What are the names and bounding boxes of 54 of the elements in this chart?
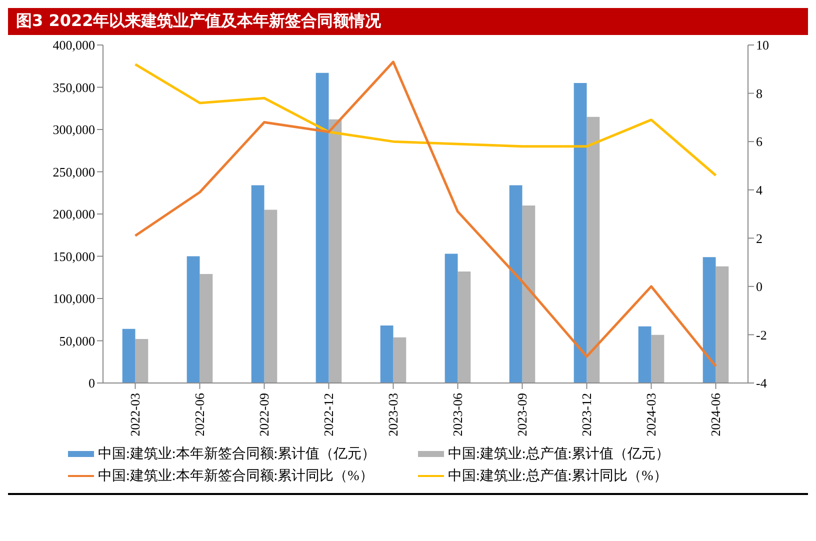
- y2-tick-label: 10: [756, 38, 769, 53]
- y2-tick-label: -2: [756, 327, 767, 342]
- bar: [264, 210, 278, 383]
- y2-tick-label: 0: [756, 279, 762, 294]
- x-tick-label: 2024-06: [708, 392, 723, 436]
- y2-tick-label: 8: [756, 86, 762, 101]
- line-series: [134, 60, 717, 368]
- bar: [651, 334, 664, 383]
- bar: [702, 257, 716, 383]
- bar: [393, 337, 406, 383]
- bar: [200, 274, 213, 383]
- bar: [444, 254, 458, 383]
- bar: [251, 185, 264, 383]
- y-tick-label: 250,000: [52, 164, 95, 180]
- x-tick-label: 2022-03: [127, 393, 142, 436]
- y-tick-label: 350,000: [52, 80, 95, 95]
- x-tick-label: 2023-06: [450, 392, 465, 436]
- x-tick-label: 2022-12: [320, 393, 336, 436]
- y-tick-label: 300,000: [52, 122, 95, 138]
- y-tick-label: 100,000: [52, 291, 95, 306]
- chart-title: 图3 2022年以来建筑业产值及本年新签合同额情况: [8, 8, 808, 35]
- y-tick-label: 150,000: [52, 248, 95, 264]
- x-tick-label: 2024-03: [643, 393, 658, 436]
- bar: [509, 185, 522, 383]
- bar: [316, 72, 329, 383]
- bar: [638, 326, 652, 383]
- legend-label: 中国:建筑业:总产值:累计值（亿元）: [448, 445, 670, 463]
- bar: [135, 339, 148, 383]
- x-tick-label: 2023-12: [578, 393, 594, 436]
- y2-tick-label: 2: [756, 230, 762, 246]
- line-series: [134, 63, 717, 177]
- bar: [380, 326, 394, 383]
- bar: [716, 266, 729, 383]
- y-tick-label: 0: [88, 376, 95, 391]
- y2-tick-label: 4: [756, 182, 763, 198]
- x-tick-label: 2023-09: [514, 393, 530, 436]
- bar: [574, 83, 587, 383]
- y2-tick-label: 6: [756, 134, 763, 150]
- legend-label: 中国:建筑业:本年新签合同额:累计值（亿元）: [98, 445, 376, 463]
- bar: [328, 119, 342, 383]
- legend-label: 中国:建筑业:总产值:累计同比（%）: [448, 467, 668, 485]
- bar: [458, 271, 471, 383]
- x-tick-label: 2023-03: [385, 393, 400, 436]
- bar: [122, 328, 136, 383]
- y-tick-label: 50,000: [59, 333, 95, 348]
- x-tick-label: 2022-06: [192, 392, 207, 436]
- legend-label: 中国:建筑业:本年新签合同额:累计同比（%）: [98, 467, 374, 485]
- y2-tick-label: -4: [756, 376, 768, 391]
- y-tick-label: 400,000: [52, 38, 95, 53]
- bar: [586, 116, 600, 383]
- bar: [522, 206, 536, 383]
- x-tick-label: 2022-09: [256, 393, 272, 436]
- bar: [186, 256, 200, 383]
- y-tick-label: 200,000: [52, 206, 95, 222]
